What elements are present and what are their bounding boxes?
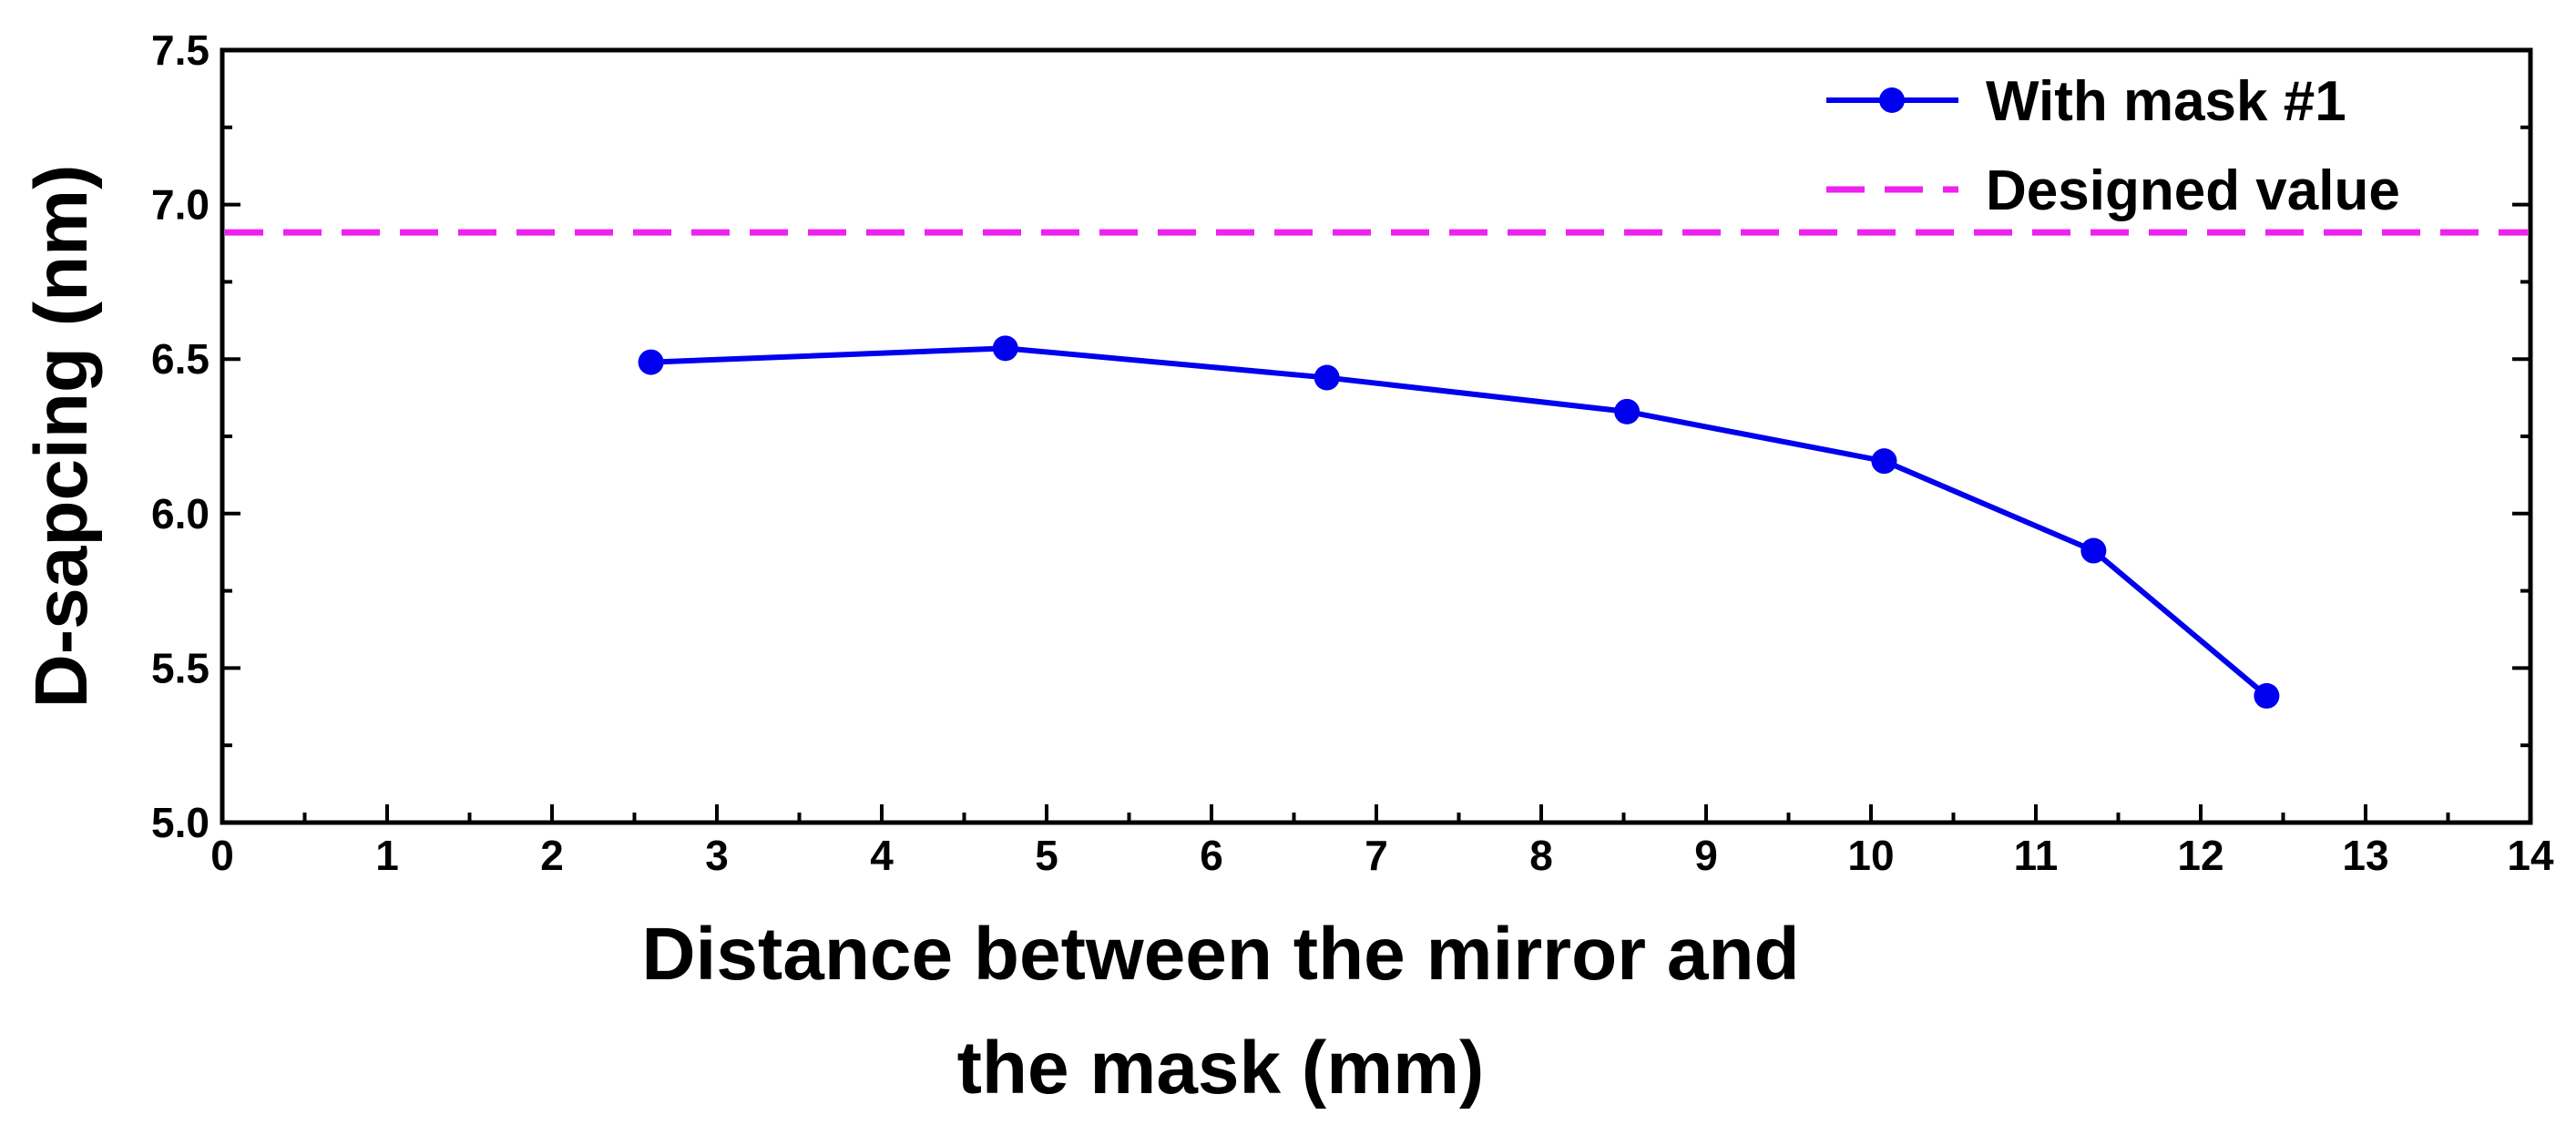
x-tick-label: 2 (540, 832, 564, 879)
y-tick-label: 7.5 (151, 26, 210, 74)
y-axis-ticks: 5.0 5.5 6.0 6.5 7.0 7.5 (151, 26, 2530, 846)
x-tick-label: 3 (705, 832, 729, 879)
y-tick-label: 5.5 (151, 644, 210, 691)
data-point (638, 349, 664, 375)
y-tick-label: 6.5 (151, 335, 210, 383)
y-axis-title: D-sapcing (nm) (20, 165, 103, 709)
x-tick-label: 13 (2342, 832, 2388, 879)
x-tick-label: 8 (1529, 832, 1553, 879)
data-point (2080, 537, 2107, 564)
data-point (1871, 448, 1897, 475)
series-markers-with-mask-1 (638, 335, 2280, 709)
x-tick-label: 11 (2014, 832, 2059, 879)
x-tick-label: 4 (870, 832, 894, 879)
x-tick-label: 12 (2177, 832, 2223, 879)
x-tick-label: 7 (1365, 832, 1388, 879)
x-axis-title-line-2: the mask (mm) (957, 1027, 1485, 1110)
y-tick-label: 5.0 (151, 799, 210, 846)
legend: With mask #1 Designed value (1826, 70, 2400, 222)
x-tick-label: 10 (1847, 832, 1894, 879)
x-axis-title-line-1: Distance between the mirror and (641, 913, 1799, 996)
data-point (2254, 682, 2280, 709)
series-line-with-mask-1 (650, 345, 2269, 699)
legend-marker-with-mask-1 (1879, 87, 1905, 113)
x-tick-label: 1 (375, 832, 399, 879)
y-tick-label: 7.0 (151, 181, 210, 229)
legend-label-designed-value: Designed value (1986, 159, 2400, 222)
y-tick-label: 6.0 (151, 490, 210, 537)
x-axis-ticks: 0 1 2 3 4 5 6 7 8 9 10 11 12 13 14 (210, 804, 2554, 879)
x-tick-label: 6 (1200, 832, 1223, 879)
data-point (992, 335, 1018, 362)
x-tick-label: 0 (210, 832, 234, 879)
data-point (1314, 364, 1340, 391)
x-tick-label: 9 (1694, 832, 1718, 879)
x-tick-label: 14 (2507, 832, 2554, 879)
legend-label-with-mask-1: With mask #1 (1986, 70, 2346, 133)
x-tick-label: 5 (1035, 832, 1058, 879)
data-point (1614, 398, 1641, 424)
